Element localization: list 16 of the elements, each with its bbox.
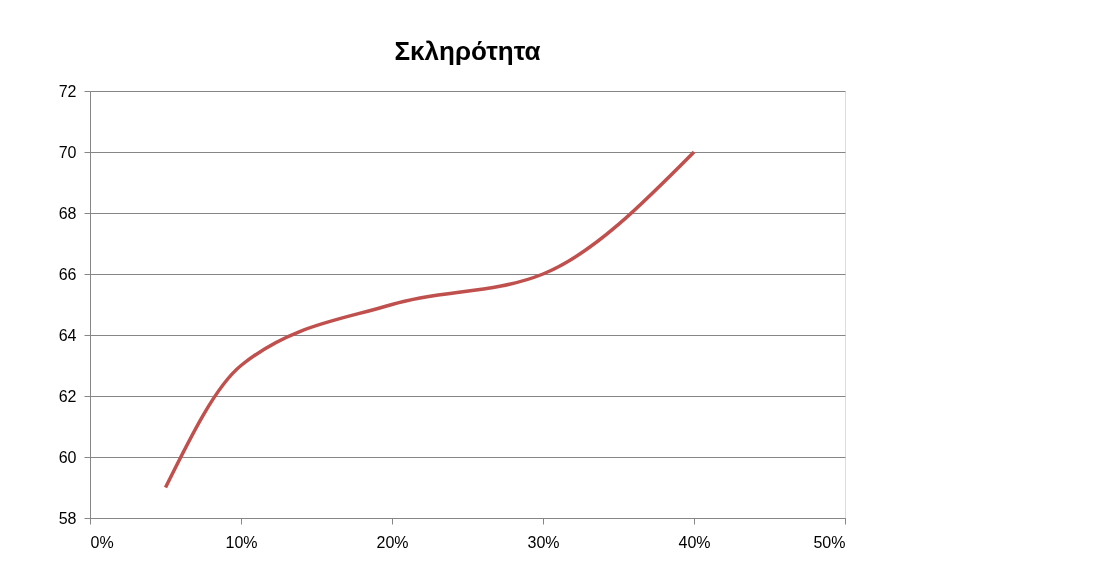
y-tick-label: 66	[58, 265, 77, 283]
x-tick-label: 0%	[90, 533, 114, 551]
x-tick-label: 10%	[225, 533, 258, 551]
y-tick-label: 72	[58, 82, 77, 100]
y-tick-label: 58	[58, 509, 77, 527]
x-tick-label: 30%	[527, 533, 560, 551]
x-tick-label: 50%	[813, 533, 846, 551]
x-tick-label: 40%	[678, 533, 711, 551]
y-tick-label: 68	[58, 204, 77, 222]
y-tick-label: 64	[58, 326, 77, 344]
y-tick-label: 62	[58, 387, 77, 405]
line-series	[163, 150, 696, 490]
y-tick-label: 70	[58, 143, 77, 161]
y-tick-label: 60	[58, 448, 77, 466]
chart-title: Σκληρότητα	[394, 36, 541, 66]
x-tick-label: 20%	[376, 533, 409, 551]
